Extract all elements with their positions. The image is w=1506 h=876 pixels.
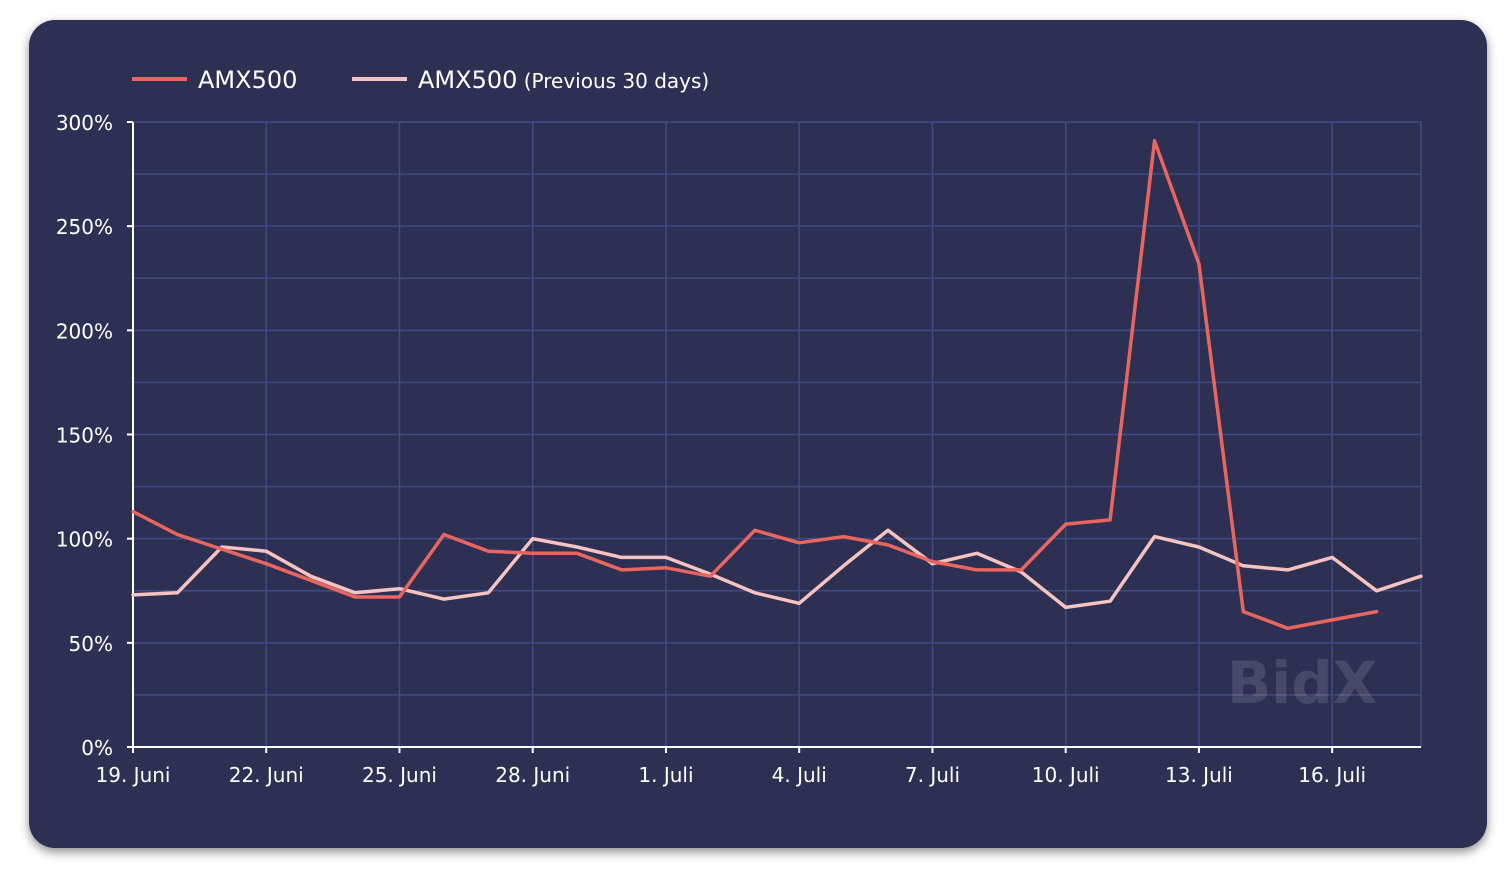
chart-card: BidX 0% 50% 100% 150% 200% 250% 300% 19. Juni 22… [29, 20, 1487, 848]
y-tick-label: 100% [56, 528, 113, 552]
legend-label-suffix: (Previous 30 days) [517, 69, 709, 93]
y-tick-label: 250% [56, 215, 113, 239]
y-tick-label: 300% [56, 111, 113, 135]
x-tick-label: 1. Juli [638, 763, 693, 787]
legend-item-amx500[interactable]: AMX500 [132, 66, 297, 94]
y-tick-label: 150% [56, 424, 113, 448]
legend-label: AMX500 (Previous 30 days) [418, 66, 709, 94]
series-line-amx500-previous-30-days [131, 528, 1423, 610]
x-tick-label: 25. Juni [362, 763, 437, 787]
x-tick-label: 28. Juni [495, 763, 570, 787]
x-tick-label: 10. Juli [1032, 763, 1100, 787]
y-tick-label: 0% [81, 736, 113, 760]
bidx-watermark-logo: BidX [1227, 649, 1377, 717]
legend-item-amx500-previous-30-days[interactable]: AMX500 (Previous 30 days) [352, 66, 709, 94]
y-tick-label: 200% [56, 319, 113, 343]
x-tick-label: 13. Juli [1165, 763, 1233, 787]
y-tick-label: 50% [69, 632, 113, 656]
line-chart: BidX 0% 50% 100% 150% 200% 250% 300% 19. Juni 22… [56, 66, 1423, 787]
watermark-text: BidX [1227, 649, 1377, 717]
x-tick-label: 16. Juli [1298, 763, 1366, 787]
legend-label: AMX500 [198, 66, 297, 94]
x-tick-label: 7. Juli [905, 763, 960, 787]
x-tick-label: 4. Juli [772, 763, 827, 787]
x-tick-label: 19. Juni [96, 763, 171, 787]
x-tick-label: 22. Juni [229, 763, 304, 787]
series-line-amx500 [131, 139, 1379, 631]
